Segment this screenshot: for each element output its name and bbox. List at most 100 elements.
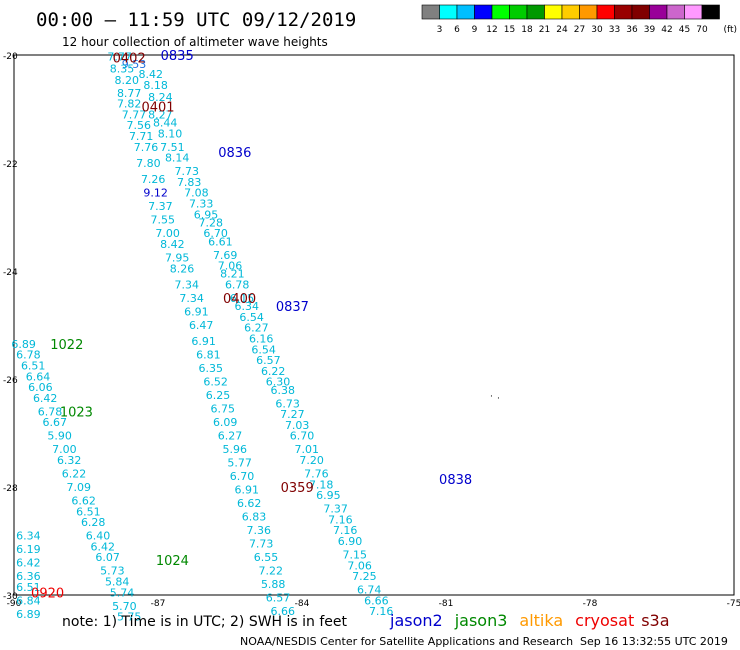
swh-value: 6.57 [256,354,281,367]
track-time-s3a: 0359 [281,481,314,496]
swh-value: 6.62 [71,495,96,508]
swh-value: 6.66 [364,594,389,607]
swh-value: 6.81 [196,349,221,362]
swh-value: 6.40 [86,530,111,543]
swh-value: 6.15 [230,292,255,305]
satellite-name-altika: altika [519,611,563,630]
legend-swatch [509,4,528,20]
swh-value: 6.78 [225,279,250,292]
satellite-name-jason2: jason2 [389,611,443,630]
satellite-name-jason3: jason3 [454,611,508,630]
swh-value: 6.62 [237,497,262,510]
swh-value: 8.35 [110,63,135,76]
swh-value: 7.73 [249,538,274,551]
swh-value: 6.22 [62,468,87,481]
swh-value: 8.18 [143,79,168,92]
swh-value: 7.82 [117,98,142,111]
swh-value: 6.74 [357,584,382,597]
track-time-cryosat: 0920 [31,586,64,601]
swh-value: 7.76 [134,141,159,154]
legend-swatch [579,4,598,20]
legend-swatch [544,4,563,20]
swh-value: 6.42 [91,540,116,553]
swh-value: 6.38 [271,384,296,397]
island-dot: · [497,394,500,404]
swh-value: 6.28 [81,516,106,529]
swh-value: 7.03 [285,419,310,432]
swh-value: 5.96 [223,443,248,456]
swh-value: 6.67 [43,416,68,429]
swh-value: 6.91 [184,306,209,319]
swh-value: 6.57 [266,592,291,605]
swh-value: 6.66 [271,605,296,618]
swh-value: 6.70 [290,430,315,443]
legend-label: 3 [437,25,443,35]
legend-label: 36 [626,25,638,35]
swh-value: 6.89 [16,608,41,621]
swh-value: 7.73 [175,165,200,178]
color-scale-legend: 3 6 9 12 15 18 21 24 27 30 33 36 39 42 45 70 (ft) [421,4,737,35]
swh-value: 8.14 [165,152,190,165]
swh-value: 6.91 [191,335,216,348]
swh-value: 7.08 [184,187,209,200]
swh-value: 6.27 [218,430,243,443]
legend-label: 39 [644,25,656,35]
swh-value: 8.77 [117,87,142,100]
island-dot: · [490,392,493,402]
swh-value: 6.75 [211,403,236,416]
swh-value: 6.51 [76,505,101,518]
swh-value: 7.33 [189,198,214,211]
swh-value: 7.34 [175,279,200,292]
track-time-jason2: 0836 [218,146,251,161]
swh-value: 8.26 [170,262,195,275]
chart-subtitle: 12 hour collection of altimeter wave hei… [62,35,328,49]
y-tick-label: -26 [3,376,18,386]
track-time-labels: 0402 0401 0400 0359 0835 0836 0837 0838 1022 1023… [31,49,472,601]
swh-value: 6.54 [251,343,276,356]
swh-value: 6.83 [242,511,267,524]
swh-value: 8.21 [220,268,245,281]
legend-swatch [456,4,475,20]
swh-value: 6.95 [194,208,219,221]
swh-value: 7.16 [333,524,358,537]
swh-value: 6.90 [338,535,363,548]
swh-value: 7.27 [280,408,305,421]
track-time-jason3: 1023 [60,405,93,420]
swh-value: 7.34 [179,292,204,305]
track-time-jason3: 1024 [156,554,189,569]
chart-title: 00:00 – 11:59 UTC 09/12/2019 [36,9,356,31]
legend-swatch [701,4,720,20]
x-tick-label: -81 [439,599,454,609]
swh-value: 7.69 [213,249,238,262]
swh-value: 6.34 [235,300,260,313]
footer-note: note: 1) Time is in UTC; 2) SWH is in fe… [62,614,348,630]
legend-label: 18 [521,25,533,35]
x-tick-label: -87 [151,599,166,609]
swh-value: 7.00 [155,227,180,240]
swh-value: 7.77 [122,108,147,121]
swh-value: 6.25 [206,389,231,402]
track-time-jason2: 0838 [439,473,472,488]
swh-value: 6.42 [33,392,58,405]
swh-value: 6.42 [16,557,41,570]
swh-value: 7.16 [328,513,353,526]
swh-value: 5.77 [227,457,252,470]
legend-swatch [526,4,545,20]
legend-label: 12 [486,25,497,35]
wave-height-values: 7.779.538.35 8.428.20 8.188.77 8.247.827.77… [11,51,393,624]
legend-swatch [684,4,703,20]
swh-value: 8.42 [139,68,164,81]
swh-value: 7.16 [369,605,394,618]
swh-value: 6.89 [11,338,36,351]
swh-value: 6.35 [199,362,224,375]
swh-value: 7.15 [343,549,368,562]
swh-value: 6.54 [239,311,264,324]
x-tick-label: -90 [7,599,22,609]
swh-value: 6.52 [203,376,228,389]
swh-value: 6.51 [16,581,41,594]
legend-label: 21 [539,25,550,35]
swh-value: 7.80 [136,157,161,170]
swh-value: 7.76 [304,468,329,481]
swh-value: 6.27 [244,322,269,335]
swh-value: 6.64 [26,370,51,383]
